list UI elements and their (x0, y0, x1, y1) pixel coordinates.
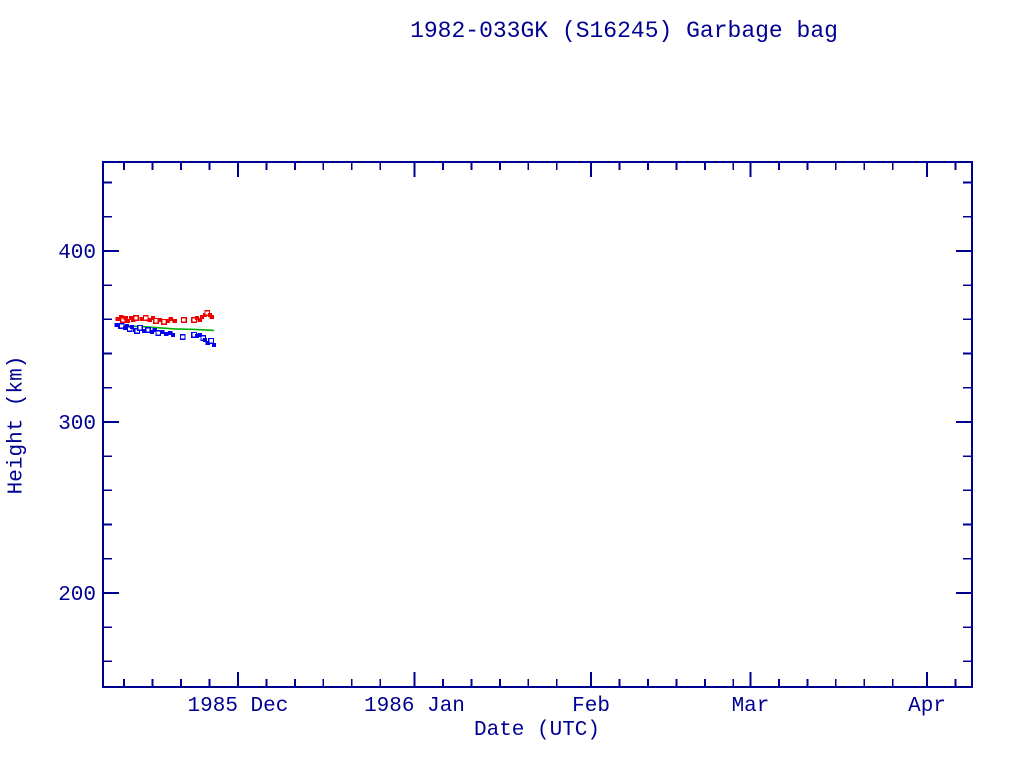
y-tick-label: 200 (58, 584, 96, 607)
x-tick-label: Mar (732, 695, 770, 718)
perigee-marker (194, 333, 200, 339)
mean-height-line (116, 324, 215, 332)
apogee-marker (194, 315, 200, 321)
perigee-open-marker (155, 330, 162, 336)
x-tick-label: Feb (572, 695, 610, 718)
apogee-marker (172, 318, 177, 323)
perigee-open-marker (137, 324, 143, 331)
apogee-marker (119, 314, 124, 320)
y-tick-label: 300 (58, 413, 96, 436)
apogee-marker (123, 315, 128, 321)
perigee-marker (197, 332, 202, 337)
apogee-marker (147, 317, 152, 323)
apogee-marker (168, 316, 173, 322)
x-axis-title: Date (UTC) (473, 719, 601, 742)
apogee-open-marker (133, 315, 139, 321)
apogee-open-marker (153, 317, 159, 324)
y-tick-label: 400 (58, 242, 96, 265)
apogee-marker (165, 318, 171, 323)
perigee-marker (164, 331, 169, 336)
perigee-marker (149, 329, 155, 335)
apogee-marker (209, 314, 214, 320)
x-tick-label: 1986 Jan (364, 695, 465, 718)
perigee-marker (202, 337, 208, 342)
chart-title: 1982-033GK (S16245) Garbage bag (410, 18, 838, 44)
perigee-open-marker (145, 326, 151, 333)
apogee-marker (197, 317, 202, 323)
apogee-marker (128, 315, 134, 321)
apogee-open-marker (160, 318, 167, 325)
perigee-marker (141, 328, 147, 334)
perigee-marker (211, 342, 217, 348)
apogee-open-marker (180, 317, 187, 323)
perigee-open-marker (179, 333, 186, 340)
perigee-marker (114, 322, 119, 328)
x-tick-label: 1985 Dec (188, 695, 289, 718)
perigee-marker (205, 340, 210, 346)
perigee-open-marker (208, 337, 215, 344)
perigee-marker (152, 327, 157, 333)
apogee-marker (199, 314, 205, 320)
apogee-marker (139, 316, 144, 322)
perigee-marker (129, 324, 135, 329)
apogee-marker (157, 317, 163, 323)
apogee-marker (115, 316, 120, 322)
perigee-marker (168, 330, 173, 336)
apogee-open-marker (142, 315, 149, 321)
perigee-marker (170, 332, 176, 337)
perigee-marker (160, 329, 165, 335)
plot-border (102, 161, 973, 688)
apogee-marker (125, 318, 131, 323)
x-tick-label: Apr (908, 695, 946, 718)
